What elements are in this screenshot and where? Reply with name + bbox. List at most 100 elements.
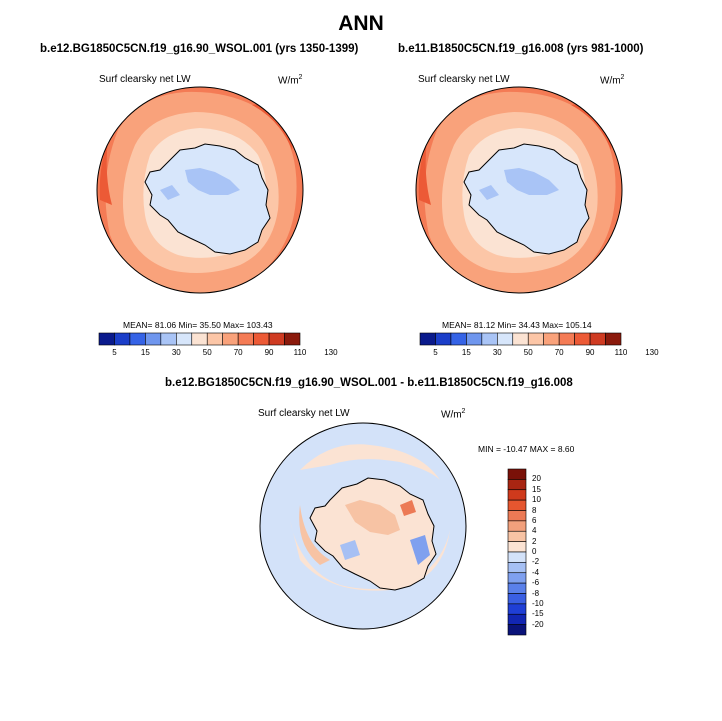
colorbar-swatch xyxy=(129,332,146,346)
colorbar-tick-label: 90 xyxy=(585,348,595,357)
colorbar-tick-label: 70 xyxy=(233,348,243,357)
colorbar-swatch xyxy=(512,332,529,346)
colorbar-swatch xyxy=(507,572,527,584)
diff-interior-positive xyxy=(345,500,400,535)
colorbar-swatch xyxy=(507,499,527,511)
diff-positive-band-north xyxy=(300,444,440,480)
diff-interior-negative xyxy=(410,535,430,565)
colorbar-swatch xyxy=(507,510,527,522)
panel-1-stats: MEAN= 81.06 Min= 35.50 Max= 103.43 xyxy=(123,320,273,330)
colorbar-swatch xyxy=(435,332,452,346)
colorbar-swatch xyxy=(507,562,527,574)
panel-1-variable: Surf clearsky net LW xyxy=(99,74,191,85)
colorbar-swatch xyxy=(160,332,177,346)
colorbar-swatch xyxy=(507,541,527,553)
colorbar-tick-label: 5 xyxy=(112,348,117,357)
colorbar-swatch xyxy=(507,479,527,491)
colorbar-tick-label: 30 xyxy=(171,348,181,357)
colorbar-swatch xyxy=(450,332,467,346)
colorbar-swatch xyxy=(176,332,193,346)
colorbar-tick-label: 30 xyxy=(492,348,502,357)
colorbar-tick-label: 0 xyxy=(532,547,537,556)
colorbar-swatch xyxy=(268,332,285,346)
colorbar-swatch xyxy=(527,332,544,346)
map-border xyxy=(259,422,467,630)
colorbar-swatch xyxy=(558,332,575,346)
colorbar-swatch xyxy=(206,332,223,346)
colorbar-tick-label: 10 xyxy=(532,495,541,505)
colorbar-tick-label: -4 xyxy=(532,567,540,577)
colorbar-swatch xyxy=(605,332,622,346)
panel-3-units: W/m2 xyxy=(441,408,466,421)
page-title: ANN xyxy=(338,12,384,35)
colorbar-swatch xyxy=(466,332,483,346)
colorbar-swatch xyxy=(574,332,591,346)
diff-interior-max xyxy=(400,500,416,516)
colorbar-swatch xyxy=(507,551,527,563)
colorbar-swatch xyxy=(497,332,514,346)
colorbar-1 xyxy=(98,332,301,346)
colorbar-tick-label: 50 xyxy=(202,348,212,357)
colorbar-swatch xyxy=(507,613,527,625)
panel-2-units: W/m2 xyxy=(600,74,625,87)
antarctica-coast xyxy=(463,143,590,255)
colorbar-swatch xyxy=(507,489,527,501)
panel-3-stats: MIN = -10.47 MAX = 8.60 xyxy=(478,444,575,454)
colorbar-swatch xyxy=(222,332,239,346)
colorbar-tick-label: 15 xyxy=(532,484,541,494)
colorbar-tick-label: 50 xyxy=(523,348,533,357)
colorbar-tick-label: -15 xyxy=(532,609,544,619)
colorbar-swatch xyxy=(507,582,527,594)
colorbar-tick-label: 110 xyxy=(614,348,628,357)
colorbar-swatch xyxy=(284,332,301,346)
panel-3-variable: Surf clearsky net LW xyxy=(258,408,350,419)
colorbar-tick-label: 5 xyxy=(433,348,438,357)
colorbar-swatch xyxy=(237,332,254,346)
map-border xyxy=(96,86,304,294)
colorbar-swatch xyxy=(145,332,162,346)
colorbar-tick-label: 90 xyxy=(264,348,274,357)
colorbar-swatch xyxy=(589,332,606,346)
ocean-max-patch-west xyxy=(418,140,431,205)
map-panel-1 xyxy=(96,86,304,294)
colorbar-swatch xyxy=(507,624,527,636)
colorbar-swatch xyxy=(507,603,527,615)
colorbar-tick-label: 20 xyxy=(532,474,541,484)
interior-low-patch-2 xyxy=(479,185,499,200)
diff-positive-patch xyxy=(299,505,330,565)
colorbar-swatch xyxy=(191,332,208,346)
colorbar-swatch xyxy=(507,520,527,532)
colorbar-tick-label: 15 xyxy=(140,348,150,357)
colorbar-tick-label: -2 xyxy=(532,557,540,567)
panel-3-title: b.e12.BG1850C5CN.f19_g16.90_WSOL.001 - b… xyxy=(165,377,573,389)
colorbar-swatch xyxy=(253,332,270,346)
map-border xyxy=(415,86,623,294)
colorbar-swatch xyxy=(507,530,527,542)
ocean-max-patch-west xyxy=(99,140,112,205)
interior-low-patch xyxy=(185,168,240,195)
colorbar-swatch xyxy=(98,332,115,346)
panel-2-stats: MEAN= 81.12 Min= 34.43 Max= 105.14 xyxy=(442,320,592,330)
colorbar-tick-label: 110 xyxy=(293,348,307,357)
colorbar-swatch xyxy=(543,332,560,346)
antarctica-coast xyxy=(144,143,271,255)
map-panel-3 xyxy=(259,422,467,630)
colorbar-swatch xyxy=(507,468,527,480)
colorbar-tick-label: 2 xyxy=(532,536,537,546)
colorbar-swatch xyxy=(419,332,436,346)
colorbar-tick-label: 130 xyxy=(324,348,338,357)
map-panel-2 xyxy=(415,86,623,294)
colorbar-tick-label: 8 xyxy=(532,505,537,515)
colorbar-tick-label: -10 xyxy=(532,598,544,608)
panel-2-title: b.e11.B1850C5CN.f19_g16.008 (yrs 981-100… xyxy=(398,43,644,55)
colorbar-2 xyxy=(419,332,622,346)
colorbar-swatch xyxy=(114,332,131,346)
colorbar-tick-label: 4 xyxy=(532,526,537,536)
colorbar-swatch xyxy=(481,332,498,346)
colorbar-tick-label: 15 xyxy=(461,348,471,357)
panel-2-variable: Surf clearsky net LW xyxy=(418,74,510,85)
interior-low-patch-2 xyxy=(160,185,180,200)
interior-low-patch xyxy=(504,168,559,195)
colorbar-tick-label: -8 xyxy=(532,588,540,598)
